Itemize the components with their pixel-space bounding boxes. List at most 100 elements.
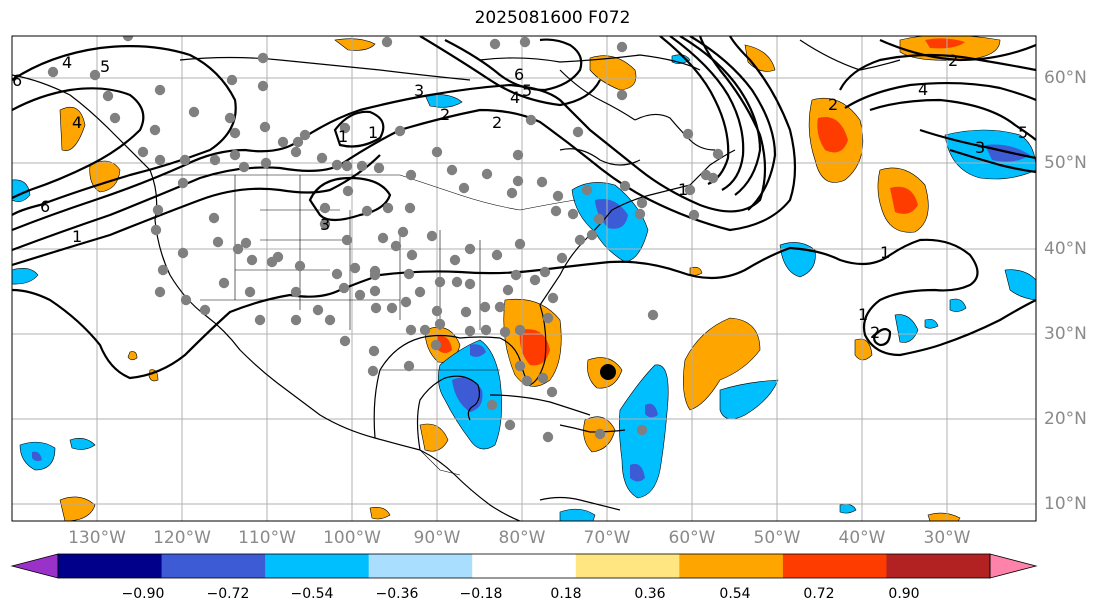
station-dot bbox=[529, 274, 541, 286]
station-dot bbox=[47, 66, 59, 78]
station-dot bbox=[521, 375, 533, 387]
colorbar-extend-low bbox=[10, 553, 59, 579]
station-dot bbox=[405, 169, 417, 181]
station-dot bbox=[177, 247, 189, 259]
station-dot bbox=[394, 125, 406, 137]
station-markers bbox=[47, 36, 724, 443]
station-dot bbox=[480, 324, 492, 336]
colorbar-swatch bbox=[368, 554, 473, 578]
colorbar-swatch bbox=[472, 554, 577, 578]
station-dot bbox=[512, 149, 524, 161]
station-dot bbox=[514, 360, 526, 372]
station-dot bbox=[218, 277, 230, 289]
station-dot bbox=[594, 428, 606, 440]
station-dot bbox=[634, 208, 646, 220]
station-dot bbox=[430, 339, 442, 351]
lon-label: 110°W bbox=[238, 528, 296, 548]
station-dot bbox=[188, 106, 200, 118]
colorbar-swatch bbox=[782, 554, 887, 578]
station-dot bbox=[354, 289, 366, 301]
station-dot bbox=[179, 154, 191, 166]
colorbar-tick-label: 0.18 bbox=[550, 586, 582, 602]
station-dot bbox=[567, 208, 579, 220]
station-dot bbox=[464, 278, 476, 290]
station-dot bbox=[552, 190, 564, 202]
contour-label: 5 bbox=[522, 81, 532, 100]
contour-lines bbox=[12, 36, 1036, 380]
station-dot bbox=[102, 90, 114, 102]
station-dot bbox=[504, 419, 516, 431]
station-dot bbox=[460, 306, 472, 318]
contour-label: 1 bbox=[72, 227, 82, 246]
station-dot bbox=[290, 286, 302, 298]
station-dot bbox=[400, 296, 412, 308]
contour-label: 2 bbox=[828, 95, 838, 114]
colorbar-tick-label: 0.36 bbox=[634, 586, 666, 602]
station-dot bbox=[537, 372, 549, 384]
station-dot bbox=[616, 89, 628, 101]
station-dot bbox=[209, 154, 221, 166]
station-dot bbox=[224, 112, 236, 124]
colorbar-border bbox=[57, 553, 991, 579]
station-dot bbox=[506, 187, 518, 199]
station-dot bbox=[319, 218, 331, 230]
station-dot bbox=[593, 213, 605, 225]
station-dot bbox=[339, 335, 351, 347]
contour-label: 1 bbox=[368, 123, 378, 142]
station-dot bbox=[572, 126, 584, 138]
station-dot bbox=[636, 197, 648, 209]
station-dot bbox=[331, 159, 343, 171]
map-title: 2025081600 F072 bbox=[474, 8, 631, 28]
lat-label: 10°N bbox=[1044, 494, 1087, 514]
contour-label: 6 bbox=[12, 71, 22, 90]
contour-label: 2 bbox=[948, 51, 958, 70]
political-borders bbox=[160, 174, 576, 476]
station-dot bbox=[586, 229, 598, 241]
station-dot bbox=[682, 128, 694, 140]
station-dot bbox=[382, 202, 394, 214]
colorbar-tick-label: −0.90 bbox=[121, 586, 165, 602]
station-dot bbox=[154, 84, 166, 96]
station-dot bbox=[479, 301, 491, 313]
station-dot bbox=[451, 276, 463, 288]
station-dot bbox=[373, 162, 385, 174]
station-dot bbox=[403, 360, 415, 372]
map-background bbox=[12, 36, 1036, 521]
station-dot bbox=[229, 149, 241, 161]
station-dot bbox=[550, 205, 562, 217]
lon-label: 60°W bbox=[668, 528, 716, 548]
contour-label-group: 4 5 6 3 2 1 6 5 4 3 2 1 2 4 5 3 2 1 4 1 … bbox=[12, 51, 1028, 342]
lon-label: 80°W bbox=[498, 528, 546, 548]
station-dot bbox=[390, 240, 402, 252]
station-dot bbox=[260, 157, 272, 169]
station-dot bbox=[150, 224, 162, 236]
station-dot bbox=[434, 276, 446, 288]
station-dot bbox=[489, 38, 501, 50]
lat-label: 20°N bbox=[1044, 409, 1087, 429]
station-dot bbox=[525, 114, 537, 126]
colorbar-swatch bbox=[575, 554, 680, 578]
station-dot bbox=[514, 324, 526, 336]
station-dot bbox=[502, 284, 514, 296]
station-dot bbox=[481, 168, 493, 180]
colorbar-tick-label: −0.18 bbox=[459, 586, 503, 602]
colorbar-tick-label: −0.54 bbox=[290, 586, 334, 602]
contour-label: 5 bbox=[1018, 123, 1028, 142]
station-dot bbox=[341, 234, 353, 246]
station-dot bbox=[700, 169, 712, 181]
colorbar-swatch bbox=[58, 554, 163, 578]
contour-label: 1 bbox=[880, 243, 890, 262]
station-dot bbox=[244, 286, 256, 298]
station-dot bbox=[414, 286, 426, 298]
station-dot bbox=[154, 154, 166, 166]
station-dot bbox=[324, 314, 336, 326]
station-dot bbox=[616, 41, 628, 53]
station-dot bbox=[277, 136, 289, 148]
station-dot bbox=[122, 36, 134, 42]
station-dot bbox=[514, 238, 526, 250]
station-dot bbox=[154, 286, 166, 298]
colorbar-swatch bbox=[886, 554, 991, 578]
station-dot bbox=[229, 127, 241, 139]
station-dot bbox=[177, 177, 189, 189]
